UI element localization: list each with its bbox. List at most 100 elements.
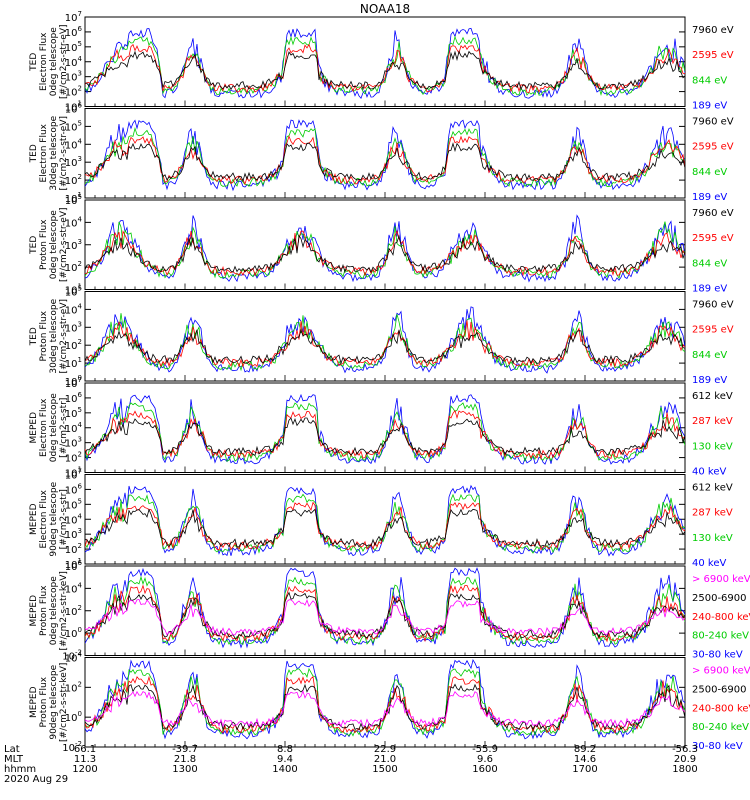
legend-blue: 30-80 keV: [692, 741, 743, 752]
y-tick-label: 105: [65, 193, 82, 207]
series-blue-trace: [85, 306, 685, 374]
y-tick-label: 100: [65, 710, 82, 724]
legend-blue: 40 keV: [692, 467, 726, 478]
y-tick-label: 107: [65, 10, 82, 24]
legend-red: 2595 eV: [692, 50, 734, 61]
y-tick-label: 103: [65, 527, 82, 541]
series-blue-trace: [85, 119, 685, 192]
legend-red: 2595 eV: [692, 142, 734, 153]
legend-red: 2595 eV: [692, 325, 734, 336]
y-tick-label: 101: [65, 466, 82, 480]
series-red-trace: [85, 501, 685, 551]
footer-hhmm-value: 1500: [372, 764, 397, 775]
y-tick-label: 104: [65, 215, 83, 229]
y-tick-label: 105: [65, 285, 82, 299]
y-tick-label: 106: [65, 559, 83, 573]
y-tick-label: 101: [65, 356, 82, 370]
y-tick-label: 104: [65, 55, 83, 69]
panel-frame: [84, 16, 686, 107]
legend-blue: 189 eV: [692, 192, 727, 203]
y-tick-label: 102: [65, 338, 82, 352]
y-tick-label: 107: [65, 376, 82, 390]
panel-frame: [84, 565, 686, 656]
y-tick-label: 104: [65, 651, 83, 665]
date-label: 2020 Aug 29: [4, 774, 68, 785]
y-tick-label: 102: [65, 260, 82, 274]
series-traces: [85, 484, 685, 557]
legend-black: 612 keV: [692, 483, 733, 494]
y-tick-label: 100: [65, 626, 82, 640]
footer-lat-value: -55.9: [472, 744, 498, 755]
y-tick-label: 103: [65, 436, 82, 450]
legend-blue: 189 eV: [692, 375, 727, 386]
legend-blue: 189 eV: [692, 101, 727, 112]
series-blue-trace: [85, 27, 685, 99]
y-axis-label: MEPEDProton Flux0deg telescope[#/cm2-s-s…: [29, 571, 69, 650]
legend-green: 844 eV: [692, 75, 727, 86]
footer-row-label: Lat: [4, 744, 20, 755]
y-tick-label: 104: [65, 581, 83, 595]
y-tick-label: 10-2: [62, 740, 82, 754]
series-red-trace: [85, 584, 685, 643]
legend-red: 287 keV: [692, 508, 733, 519]
footer-hhmm-value: 1200: [72, 764, 97, 775]
legend-green: 130 keV: [692, 441, 733, 452]
chart-title: NOAA18: [360, 2, 410, 16]
y-tick-label: 102: [65, 604, 82, 618]
series-black-trace: [85, 508, 685, 548]
y-tick-label: 102: [65, 85, 82, 99]
footer-hhmm-value: 1600: [472, 764, 497, 775]
y-axis-label: MEPEDProton Flux90deg telescope[#/cm2-s-…: [29, 663, 69, 742]
y-axis-label: TEDElectron Flux0deg telescope[#/cm2-s-s…: [29, 24, 69, 99]
legend-black: 2500-6900: [692, 593, 747, 604]
panel-frame: [84, 382, 686, 473]
y-tick-label: 107: [65, 468, 82, 482]
y-tick-label: 103: [65, 155, 82, 169]
panel-frame: [84, 291, 686, 382]
panel-frame: [84, 657, 686, 748]
y-axis-label: TEDProton Flux30deg telescope[#/cm2-s-st…: [29, 298, 69, 373]
y-tick-label: 106: [65, 102, 83, 116]
y-tick-label: 103: [65, 320, 82, 334]
y-tick-label: 101: [65, 557, 82, 571]
legend-magenta: > 6900 keV: [692, 666, 750, 677]
y-axis-label: MEPEDElectron Flux0deg telescope[#/cm2-s…: [29, 393, 69, 463]
legend-green: 844 eV: [692, 350, 727, 361]
y-tick-label: 106: [65, 482, 83, 496]
footer-mlt-value: 14.6: [574, 754, 596, 765]
series-green-trace: [85, 313, 685, 372]
legend-black: 7960 eV: [692, 208, 734, 219]
legend-black: 2500-6900: [692, 684, 747, 695]
y-tick-label: 101: [65, 100, 82, 114]
y-tick-label: 101: [65, 283, 82, 297]
y-tick-label: 104: [65, 137, 83, 151]
y-tick-label: 106: [65, 391, 83, 405]
y-tick-label: 102: [65, 451, 82, 465]
series-traces: [85, 119, 685, 192]
footer-mlt-value: 20.9: [674, 754, 696, 765]
series-black-trace: [85, 328, 685, 365]
series-traces: [85, 214, 685, 283]
y-tick-label: 103: [65, 70, 82, 84]
axis-footer: LatMLThhmm66.111.31200-39.721.813008.89.…: [4, 744, 698, 775]
series-traces: [85, 27, 685, 99]
series-green-trace: [85, 493, 685, 554]
footer-lat-value: 66.1: [74, 744, 96, 755]
footer-lat-value: 8.8: [277, 744, 293, 755]
legend-red: 287 keV: [692, 416, 733, 427]
series-magenta-trace: [85, 599, 685, 637]
series-traces: [85, 658, 685, 740]
legend-magenta: > 6900 keV: [692, 574, 750, 585]
series-black-trace: [85, 50, 685, 91]
footer-row-label: MLT: [4, 754, 24, 765]
series-traces: [85, 306, 685, 374]
legend-green: 80-240 keV: [692, 631, 749, 642]
y-axis-label: TEDElectron Flux30deg telescope[#/cm2-s-…: [29, 115, 69, 190]
